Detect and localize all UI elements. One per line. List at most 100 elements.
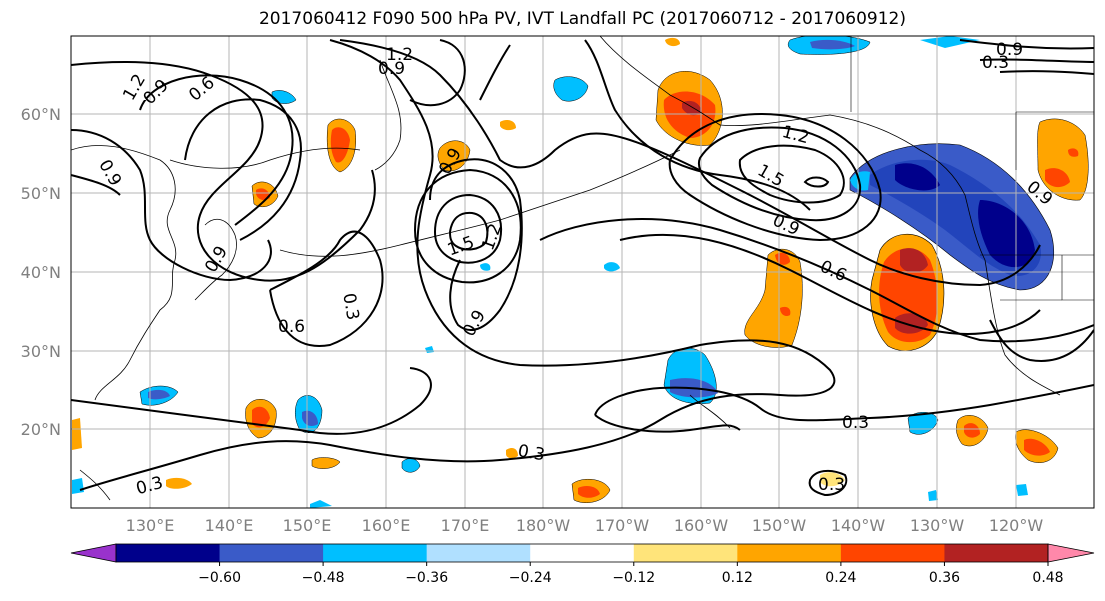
colorbar-swatch — [530, 544, 635, 562]
contour-line — [269, 230, 384, 347]
positive-anomaly-region — [578, 486, 600, 498]
positive-anomaly-region — [1068, 148, 1079, 157]
contour-label: 0.9 — [94, 156, 125, 189]
lon-label: 170°W — [595, 516, 650, 535]
colorbar-extend-low — [70, 543, 117, 563]
map-frame — [70, 35, 1095, 509]
positive-anomaly-region — [256, 188, 270, 201]
contour-line — [989, 319, 1094, 362]
contour-label: 0.3 — [338, 292, 362, 322]
contour-line — [594, 384, 1094, 422]
positive-anomaly-region — [500, 120, 516, 131]
positive-anomaly-region — [744, 248, 803, 348]
colorbar-tick-label: 0.48 — [1032, 570, 1063, 586]
border-line — [1061, 255, 1094, 301]
positive-anomaly-region — [900, 248, 928, 273]
colorbar-swatch — [944, 544, 1049, 562]
negative-anomaly-region — [604, 262, 620, 272]
contour-line — [139, 74, 294, 226]
contour-line — [594, 414, 741, 433]
positive-anomaly-region — [506, 448, 518, 459]
contour-line — [697, 126, 862, 222]
lon-label: 140°E — [205, 516, 254, 535]
positive-anomaly-region — [820, 472, 845, 487]
contour-line — [539, 218, 1094, 343]
colorbar-extend-high — [1047, 543, 1095, 563]
colorbar-tick-label: −0.48 — [302, 570, 345, 586]
positive-anomaly-region — [166, 477, 192, 489]
colorbar-tick-label: −0.12 — [612, 570, 655, 586]
contour-label: 1.2 — [780, 122, 811, 148]
contour-label: 0.3 — [134, 473, 165, 499]
positive-anomaly-region — [1045, 168, 1070, 188]
positive-anomaly-region — [311, 457, 341, 469]
positive-anomaly-region — [1024, 438, 1050, 456]
colorbar-swatch — [633, 544, 738, 562]
contour-label: 0.9 — [996, 40, 1023, 60]
coastline-aleutians — [279, 149, 681, 257]
contour-line — [433, 193, 503, 264]
contour-label: 0.3 — [842, 413, 869, 433]
map-title: 2017060412 F090 500 hPa PV, IVT Landfall… — [258, 9, 906, 29]
contour-line — [184, 98, 302, 241]
negative-anomaly-region — [895, 163, 940, 191]
contour-line — [738, 144, 845, 204]
negative-anomaly-region — [553, 76, 589, 102]
lon-label: 160°E — [362, 516, 411, 535]
positive-anomaly-region — [252, 406, 270, 428]
negative-anomaly-region — [271, 90, 297, 104]
colorbar-tick-label: −0.60 — [198, 570, 241, 586]
lon-label: 130°W — [910, 516, 965, 535]
colorbar-tick-label: −0.24 — [509, 570, 552, 586]
lon-label: 180°W — [516, 516, 571, 535]
positive-anomaly-region — [663, 91, 716, 138]
colorbar-tick-label: 0.12 — [722, 570, 753, 586]
contour-line — [959, 39, 1094, 50]
coastline-asia — [71, 145, 177, 401]
contour-line — [808, 469, 848, 497]
contour-line — [71, 174, 121, 196]
positive-anomaly-region — [437, 140, 471, 172]
colorbar-swatch — [840, 544, 945, 562]
negative-anomaly-region — [310, 500, 332, 508]
contour-label: 1.2 — [386, 45, 413, 65]
lat-label: 40°N — [21, 263, 61, 282]
positive-anomaly-region — [330, 127, 350, 163]
colorbar-swatch — [219, 544, 324, 562]
negative-anomaly-region — [920, 36, 980, 48]
contour-line — [619, 233, 1041, 335]
latitude-labels: 60°N 50°N 40°N 30°N 20°N — [21, 105, 61, 439]
contour-label: 1.5 — [754, 161, 787, 192]
colorbar-tick-label: −0.36 — [405, 570, 448, 586]
coastline-hawaii — [689, 394, 731, 429]
lon-label: 150°W — [752, 516, 807, 535]
contour-line — [668, 113, 882, 242]
longitude-labels: 130°E 140°E 150°E 160°E 170°E 180°W 170°… — [126, 516, 1044, 535]
contour-line — [409, 39, 466, 107]
contour-line — [429, 158, 523, 331]
contour-line — [339, 39, 1041, 287]
positive-anomaly-region — [964, 423, 980, 438]
coastline-kamchatka — [374, 59, 402, 171]
pv-contours — [71, 39, 1094, 497]
positive-anomaly-region — [780, 306, 791, 317]
negative-anomaly-region — [302, 410, 318, 426]
negative-anomaly-region — [72, 478, 84, 494]
lat-label: 20°N — [21, 420, 61, 439]
negative-anomaly-region — [1016, 484, 1028, 496]
negative-anomaly-region — [810, 39, 855, 50]
contour-label: 0.6 — [817, 257, 850, 287]
lat-label: 50°N — [21, 184, 61, 203]
colorbar-swatch — [737, 544, 842, 562]
contour-line — [584, 39, 811, 211]
map-plot-area: 1.2 0.9 0.6 0.9 0.9 1.2 0.9 0.9 0.6 0.3 … — [71, 36, 1094, 508]
contour-line — [479, 44, 511, 101]
positive-anomaly-region — [72, 418, 82, 450]
colorbar-frame — [115, 543, 1049, 563]
negative-anomaly-region — [401, 458, 421, 473]
colorbar-tick-labels: −0.60 −0.48 −0.36 −0.24 −0.12 0.12 0.24 0.36 0.4… — [198, 562, 1064, 586]
shaded-anomaly-layer — [72, 36, 1089, 508]
contour-label: 0.3 — [516, 441, 546, 465]
political-borders — [850, 36, 1094, 301]
lon-label: 120°W — [989, 516, 1044, 535]
